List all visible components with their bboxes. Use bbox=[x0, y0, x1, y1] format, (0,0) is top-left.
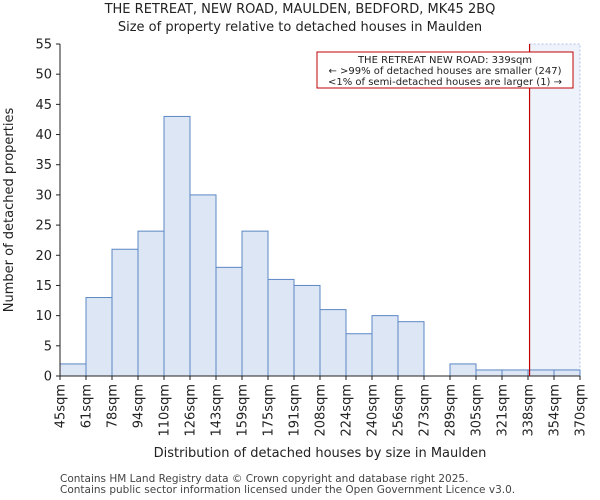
bar-224sqm bbox=[345, 333, 373, 377]
x-tick-label-159sqm: 159sqm bbox=[236, 384, 251, 437]
bar-208sqm bbox=[319, 309, 347, 377]
bar-45sqm bbox=[59, 363, 87, 377]
annotation-line-1: THE RETREAT NEW ROAD: 339sqm bbox=[357, 55, 532, 66]
highlight-region bbox=[529, 43, 581, 377]
x-tick-label-143sqm: 143sqm bbox=[210, 384, 225, 437]
x-tick-label-224sqm: 224sqm bbox=[340, 384, 355, 437]
bar-61sqm bbox=[85, 297, 113, 377]
bar-159sqm bbox=[241, 230, 269, 377]
bar-354sqm bbox=[553, 369, 581, 377]
x-tick-label-78sqm: 78sqm bbox=[106, 384, 121, 428]
bar-78sqm bbox=[111, 248, 139, 377]
x-tick-label-256sqm: 256sqm bbox=[392, 384, 407, 437]
bar-289sqm bbox=[449, 363, 477, 377]
y-tick-label-50: 50 bbox=[35, 68, 52, 83]
bar-338sqm bbox=[527, 369, 555, 377]
y-tick-label-55: 55 bbox=[35, 38, 52, 53]
chart-subtitle: Size of property relative to detached ho… bbox=[117, 20, 483, 35]
annotation-line-3: <1% of semi-detached houses are larger (… bbox=[328, 77, 562, 88]
y-tick-label-40: 40 bbox=[35, 128, 52, 143]
bar-126sqm bbox=[189, 194, 217, 377]
chart-title: THE RETREAT, NEW ROAD, MAULDEN, BEDFORD,… bbox=[104, 2, 496, 17]
x-tick-label-305sqm: 305sqm bbox=[470, 384, 485, 437]
x-tick-label-273sqm: 273sqm bbox=[418, 384, 433, 437]
x-tick-label-110sqm: 110sqm bbox=[158, 384, 173, 437]
x-tick-label-338sqm: 338sqm bbox=[522, 384, 537, 437]
footer-line-2: Contains public sector information licen… bbox=[60, 484, 516, 496]
x-tick-label-321sqm: 321sqm bbox=[496, 384, 511, 437]
bar-175sqm bbox=[267, 278, 295, 377]
y-tick-label-0: 0 bbox=[44, 370, 52, 385]
footer-line-1: Contains HM Land Registry data © Crown c… bbox=[60, 473, 469, 485]
bar-191sqm bbox=[293, 284, 321, 377]
x-tick-label-61sqm: 61sqm bbox=[80, 384, 95, 428]
bar-94sqm bbox=[137, 230, 165, 377]
x-tick-label-240sqm: 240sqm bbox=[366, 384, 381, 437]
y-tick-label-5: 5 bbox=[44, 339, 52, 354]
bar-110sqm bbox=[163, 115, 191, 377]
x-tick-label-289sqm: 289sqm bbox=[444, 384, 459, 437]
x-tick-label-370sqm: 370sqm bbox=[574, 384, 589, 437]
bar-321sqm bbox=[501, 369, 529, 377]
x-tick-label-45sqm: 45sqm bbox=[54, 384, 69, 428]
y-tick-label-45: 45 bbox=[35, 98, 52, 113]
annotation-box bbox=[316, 51, 574, 89]
annotation-line-2: ← >99% of detached houses are smaller (2… bbox=[328, 66, 561, 77]
y-tick-label-10: 10 bbox=[35, 309, 52, 324]
y-tick-label-15: 15 bbox=[35, 279, 52, 294]
y-tick-label-25: 25 bbox=[35, 219, 52, 234]
y-tick-label-35: 35 bbox=[35, 158, 52, 173]
x-tick-label-126sqm: 126sqm bbox=[184, 384, 199, 437]
x-tick-label-191sqm: 191sqm bbox=[288, 384, 303, 437]
bar-143sqm bbox=[215, 266, 243, 377]
bar-240sqm bbox=[371, 315, 399, 377]
x-tick-label-208sqm: 208sqm bbox=[314, 384, 329, 437]
x-tick-label-175sqm: 175sqm bbox=[262, 384, 277, 437]
bar-305sqm bbox=[475, 369, 503, 377]
y-tick-label-30: 30 bbox=[35, 188, 52, 203]
x-tick-label-94sqm: 94sqm bbox=[132, 384, 147, 428]
x-tick-label-354sqm: 354sqm bbox=[548, 384, 563, 437]
y-axis-label: Number of detached properties bbox=[2, 108, 17, 313]
x-axis-label: Distribution of detached houses by size … bbox=[154, 446, 487, 461]
y-tick-label-20: 20 bbox=[35, 249, 52, 264]
bar-256sqm bbox=[397, 321, 425, 377]
